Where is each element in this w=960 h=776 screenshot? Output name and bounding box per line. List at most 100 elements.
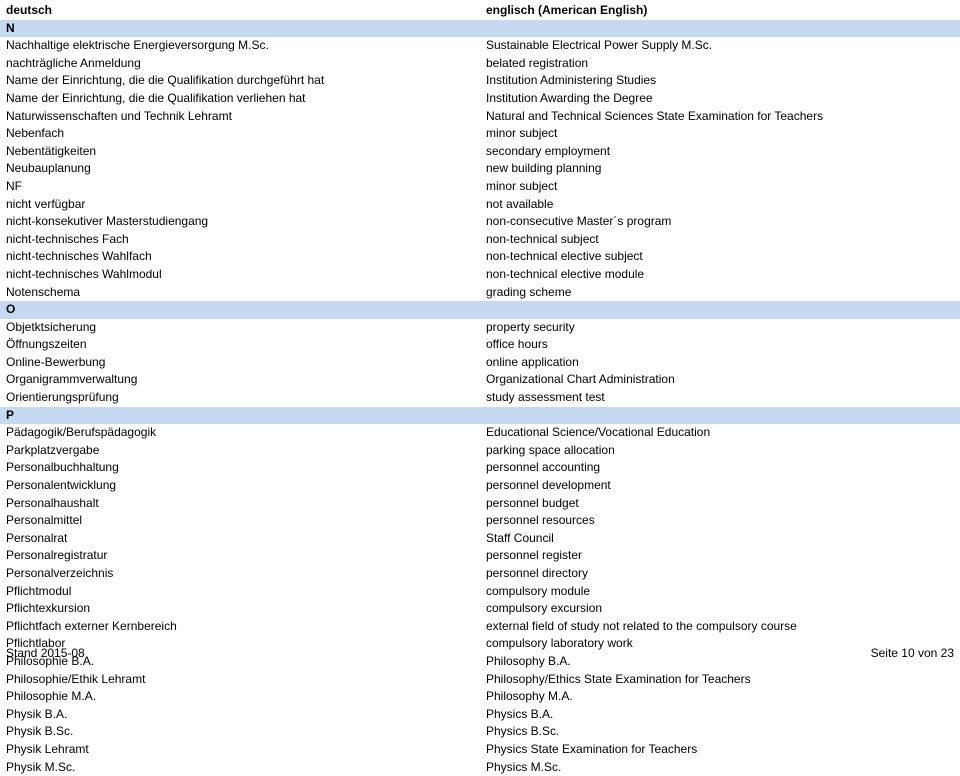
term-de: Nebenfach [0,125,480,143]
term-de: Pflichtmodul [0,583,480,601]
term-de: Personalmittel [0,512,480,530]
term-de: Öffnungszeiten [0,336,480,354]
section-header-row: N [0,20,960,38]
term-en: minor subject [480,178,960,196]
term-de: Physik B.A. [0,706,480,724]
glossary-row: Personalhaushaltpersonnel budget [0,495,960,513]
term-de: Parkplatzvergabe [0,442,480,460]
term-de: Nachhaltige elektrische Energieversorgun… [0,37,480,55]
term-de: Personalbuchhaltung [0,459,480,477]
glossary-row: Nebenfachminor subject [0,125,960,143]
term-en: Physics State Examination for Teachers [480,741,960,759]
term-de: Name der Einrichtung, die die Qualifikat… [0,90,480,108]
term-de: Name der Einrichtung, die die Qualifikat… [0,72,480,90]
glossary-row: Öffnungszeitenoffice hours [0,336,960,354]
term-de: NF [0,178,480,196]
term-de: Pädagogik/Berufspädagogik [0,424,480,442]
glossary-row: Online-Bewerbungonline application [0,354,960,372]
glossary-row: nicht-technisches Wahlmodulnon-technical… [0,266,960,284]
glossary-row: Personalbuchhaltungpersonnel accounting [0,459,960,477]
term-de: Physik M.Sc. [0,759,480,776]
term-en: external field of study not related to t… [480,618,960,636]
glossary-row: Nachhaltige elektrische Energieversorgun… [0,37,960,55]
term-de: nachträgliche Anmeldung [0,55,480,73]
glossary-row: Nebentätigkeitensecondary employment [0,143,960,161]
section-letter: N [0,20,480,38]
term-en: secondary employment [480,143,960,161]
glossary-row: nicht verfügbarnot available [0,196,960,214]
footer-page-number: Seite 10 von 23 [871,646,954,660]
glossary-row: Personalverzeichnispersonnel directory [0,565,960,583]
term-de: Neubauplanung [0,160,480,178]
term-de: Physik Lehramt [0,741,480,759]
glossary-row: nicht-technisches Fachnon-technical subj… [0,231,960,249]
page-footer: Stand 2015-08 Seite 10 von 23 [0,646,960,660]
glossary-row: Physik B.Sc.Physics B.Sc. [0,723,960,741]
term-de: Pflichtexkursion [0,600,480,618]
glossary-row: Physik LehramtPhysics State Examination … [0,741,960,759]
term-en: online application [480,354,960,372]
term-de: Orientierungsprüfung [0,389,480,407]
glossary-row: PersonalratStaff Council [0,530,960,548]
term-de: nicht-technisches Wahlmodul [0,266,480,284]
term-en: Organizational Chart Administration [480,371,960,389]
glossary-row: Pflichtfach externer Kernbereichexternal… [0,618,960,636]
section-header-row: O [0,301,960,319]
term-de: Philosophie/Ethik Lehramt [0,671,480,689]
section-letter: P [0,407,480,425]
term-de: Personalrat [0,530,480,548]
term-en: personnel resources [480,512,960,530]
term-de: Philosophie M.A. [0,688,480,706]
footer-date: Stand 2015-08 [6,646,85,660]
term-en: belated registration [480,55,960,73]
glossary-row: Physik B.A.Physics B.A. [0,706,960,724]
term-en: personnel budget [480,495,960,513]
term-en: Sustainable Electrical Power Supply M.Sc… [480,37,960,55]
glossary-row: nicht-konsekutiver Masterstudiengangnon-… [0,213,960,231]
term-de: Physik B.Sc. [0,723,480,741]
column-header-row: deutschenglisch (American English) [0,2,960,20]
term-de: Personalregistratur [0,547,480,565]
glossary-row: Pflichtmodulcompulsory module [0,583,960,601]
term-en: Staff Council [480,530,960,548]
glossary-row: Personalentwicklungpersonnel development [0,477,960,495]
term-en: Philosophy/Ethics State Examination for … [480,671,960,689]
glossary-row: Personalmittelpersonnel resources [0,512,960,530]
glossary-row: Pflichtexkursioncompulsory excursion [0,600,960,618]
section-letter-blank [480,20,960,38]
glossary-row: Notenschemagrading scheme [0,284,960,302]
term-en: grading scheme [480,284,960,302]
section-header-row: P [0,407,960,425]
term-de: Notenschema [0,284,480,302]
term-en: compulsory module [480,583,960,601]
term-en: compulsory excursion [480,600,960,618]
glossary-row: Naturwissenschaften und Technik LehramtN… [0,108,960,126]
term-de: Personalhaushalt [0,495,480,513]
term-en: personnel register [480,547,960,565]
term-en: Philosophy M.A. [480,688,960,706]
glossary-row: Personalregistraturpersonnel register [0,547,960,565]
glossary-row: Physik M.Sc.Physics M.Sc. [0,759,960,776]
glossary-row: Philosophie M.A.Philosophy M.A. [0,688,960,706]
glossary-row: Objetktsicherungproperty security [0,319,960,337]
term-en: non-technical subject [480,231,960,249]
term-en: parking space allocation [480,442,960,460]
column-header-en: englisch (American English) [480,2,960,20]
term-de: Online-Bewerbung [0,354,480,372]
term-de: nicht-konsekutiver Masterstudiengang [0,213,480,231]
term-de: Pflichtfach externer Kernbereich [0,618,480,636]
term-de: Personalverzeichnis [0,565,480,583]
term-de: Naturwissenschaften und Technik Lehramt [0,108,480,126]
term-en: personnel directory [480,565,960,583]
term-en: non-technical elective subject [480,248,960,266]
term-en: office hours [480,336,960,354]
glossary-row: Name der Einrichtung, die die Qualifikat… [0,72,960,90]
term-en: personnel development [480,477,960,495]
term-de: Nebentätigkeiten [0,143,480,161]
glossary-row: Name der Einrichtung, die die Qualifikat… [0,90,960,108]
term-en: personnel accounting [480,459,960,477]
term-de: Personalentwicklung [0,477,480,495]
glossary-row: Orientierungsprüfungstudy assessment tes… [0,389,960,407]
term-en: Natural and Technical Sciences State Exa… [480,108,960,126]
term-en: Physics B.Sc. [480,723,960,741]
